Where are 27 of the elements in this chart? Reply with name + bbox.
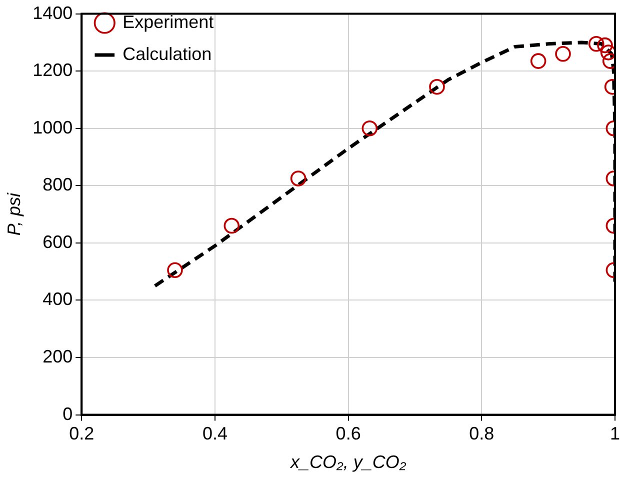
x-tick-label: 0.6 (336, 424, 361, 444)
x-tick-label: 0.8 (469, 424, 494, 444)
x-axis-title: x_CO₂, y_CO₂ (289, 452, 406, 472)
y-tick-label: 1000 (32, 117, 73, 138)
legend-label: Experiment (122, 12, 214, 32)
point (600, 44, 615, 60)
y-axis-title: P, psi (4, 192, 24, 236)
point (429, 78, 445, 95)
y-tick-label: 0 (62, 404, 73, 424)
y-tick-label: 200 (42, 346, 73, 366)
y-tick-label: 1400 (32, 2, 73, 23)
y-tick-label: 400 (42, 289, 73, 310)
y-tick-label: 600 (42, 232, 73, 252)
point (588, 36, 604, 52)
legend-label: Calculation (122, 44, 212, 64)
y-tick-label: 1200 (32, 60, 73, 80)
x-tick-label: 0.2 (69, 424, 94, 444)
x-tick-label: 1 (610, 424, 620, 444)
x-tick-label: 0.4 (202, 424, 228, 444)
point (167, 262, 183, 278)
point (555, 46, 571, 62)
y-tick-label: 800 (42, 174, 73, 195)
point (530, 53, 546, 69)
point (362, 120, 378, 136)
point (290, 170, 306, 186)
point (224, 218, 240, 234)
point (597, 37, 613, 54)
